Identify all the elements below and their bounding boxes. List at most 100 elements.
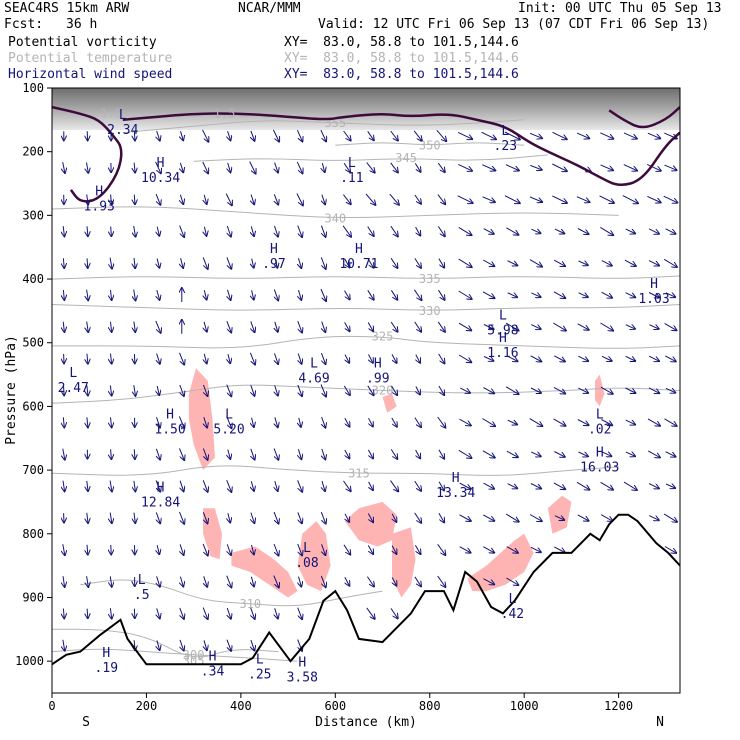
init-time: Init: 00 UTC Thu 05 Sep 13 [518, 1, 722, 16]
pv-contour-label-0: 1.5 [100, 106, 122, 120]
hl-letter: H [95, 184, 103, 199]
hl-value: 1.16 [487, 346, 518, 361]
wind-vector [322, 480, 325, 491]
wind-vector [482, 164, 495, 171]
hl-letter: L [303, 541, 311, 556]
theta-label-315: 315 [348, 466, 370, 480]
wind-vector [438, 289, 445, 300]
wind-vector [296, 161, 302, 173]
x-tick-label: 1000 [510, 699, 539, 713]
wind-vector [367, 513, 373, 523]
wind-vector [529, 196, 542, 202]
wind-vector [134, 289, 136, 301]
hl-value: 1.50 [154, 422, 185, 437]
wind-vector [413, 130, 422, 141]
wind-vector [180, 162, 183, 172]
wind-vector [414, 545, 420, 554]
hl-value: 4.69 [298, 371, 329, 386]
hl-value: 5.20 [213, 422, 244, 437]
wind-vector [63, 417, 64, 427]
hl-letter: H [270, 242, 278, 257]
wind-vector [529, 259, 542, 267]
wind-vector [505, 322, 518, 330]
wind-vector [504, 195, 520, 204]
hl-value: .42 [501, 607, 524, 622]
wind-vector [342, 225, 351, 237]
wind-vector [390, 225, 398, 236]
wind-vector [482, 259, 494, 266]
wind-vector [625, 228, 635, 233]
wind-vector [87, 353, 88, 364]
wind-vector [506, 227, 518, 235]
wind-vector [366, 576, 374, 587]
wind-vector [482, 196, 495, 202]
wind-vector [664, 322, 677, 330]
wind-vector [179, 511, 185, 524]
wind-vector [553, 386, 565, 393]
wind-vector [504, 131, 520, 140]
wind-vector [391, 417, 397, 427]
wind-vector [663, 258, 677, 267]
theta-contour-320 [52, 384, 680, 404]
wind-vector [202, 480, 208, 492]
terrain-line [52, 513, 680, 666]
wind-vector [87, 576, 89, 587]
wind-vector [275, 353, 279, 364]
pv-fill-region-3 [297, 521, 331, 592]
wind-vector [625, 325, 635, 329]
wind-vector [87, 417, 88, 427]
wind-vector [390, 321, 397, 332]
hl-value: .5 [134, 588, 150, 603]
wind-vector [274, 194, 278, 204]
wind-vector [647, 195, 660, 202]
pv-contour-1 [122, 112, 680, 187]
wind-vector [459, 546, 471, 553]
wind-vector [578, 261, 588, 265]
hl-value: .02 [588, 422, 611, 437]
wind-vector [602, 452, 611, 456]
wind-vector [392, 577, 396, 586]
field-name-pv: Potential vorticity [8, 35, 157, 50]
wind-vector [367, 131, 374, 140]
x-tick-label: 200 [136, 699, 158, 713]
wind-vector [204, 353, 207, 364]
wind-vector [204, 226, 206, 236]
wind-vector [179, 607, 184, 619]
wind-vector [343, 480, 351, 491]
wind-vector [296, 193, 303, 206]
hl-letter: H [157, 481, 165, 496]
wind-vector [202, 129, 209, 142]
wind-vector [648, 483, 659, 489]
wind-vector [134, 130, 135, 141]
wind-vector [251, 512, 255, 524]
wind-vector [272, 129, 279, 142]
wind-vector [459, 514, 471, 521]
wind-vector [322, 321, 326, 333]
wind-vector [458, 258, 472, 267]
wind-vector [664, 164, 677, 170]
wind-vector [530, 546, 541, 552]
wind-vector [275, 258, 277, 268]
wind-vector [204, 640, 207, 650]
wind-vector [416, 386, 420, 395]
wind-vector [414, 480, 421, 491]
wind-vector [202, 448, 207, 460]
y-tick-label: 100 [22, 81, 44, 95]
wind-vector [228, 449, 231, 459]
wind-vector [343, 544, 350, 555]
wind-vector [390, 449, 397, 459]
wind-vector [577, 228, 589, 235]
wind-vector [414, 321, 422, 332]
wind-vector [87, 385, 88, 396]
wind-vector [648, 292, 659, 298]
wind-vector [600, 514, 612, 521]
wind-vector [367, 385, 374, 395]
wind-vector [344, 417, 350, 427]
wind-vector [226, 416, 232, 428]
hl-letter: H [102, 646, 110, 661]
wind-vector [320, 288, 326, 301]
wind-vector [507, 292, 517, 297]
wind-vector [665, 484, 675, 488]
wind-vector [578, 387, 588, 393]
